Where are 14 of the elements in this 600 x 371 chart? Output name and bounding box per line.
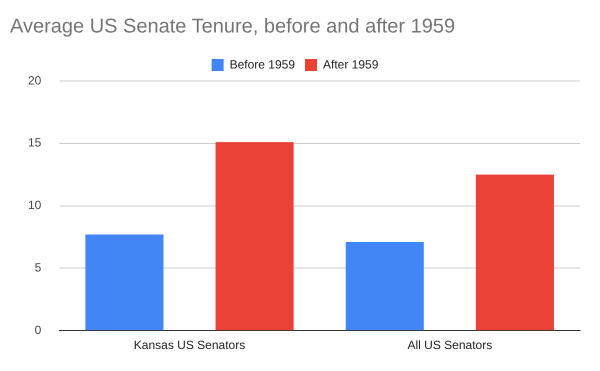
y-tick-label: 15 bbox=[28, 136, 42, 150]
x-tick-label: Kansas US Senators bbox=[134, 338, 246, 352]
bar bbox=[216, 142, 294, 330]
legend-label: Before 1959 bbox=[230, 57, 296, 72]
bar bbox=[85, 234, 164, 330]
legend-label: After 1959 bbox=[323, 57, 379, 72]
x-tick-label: All US Senators bbox=[407, 338, 492, 352]
y-tick-label: 5 bbox=[34, 260, 42, 275]
bar bbox=[476, 174, 554, 330]
y-tick-label: 20 bbox=[28, 73, 42, 88]
y-tick-label: 10 bbox=[28, 198, 42, 212]
bar bbox=[346, 242, 424, 330]
y-tick-label: 0 bbox=[34, 322, 42, 337]
chart-title: Average US Senate Tenure, before and after 1959 bbox=[10, 16, 456, 38]
